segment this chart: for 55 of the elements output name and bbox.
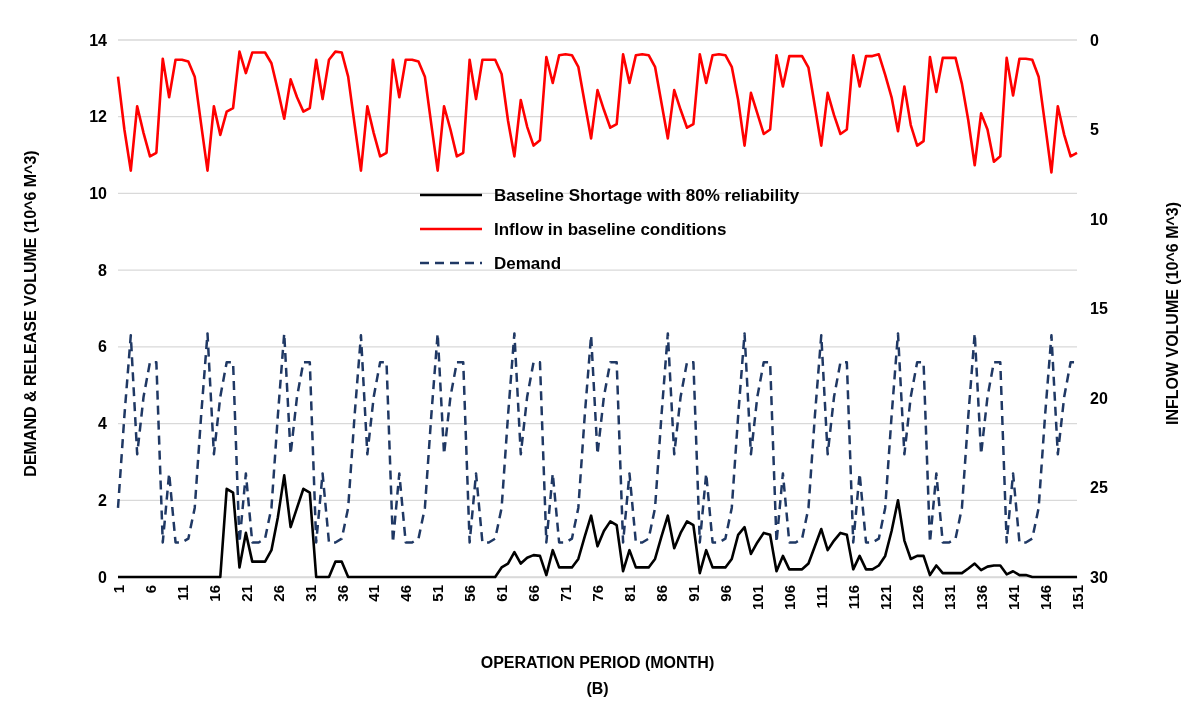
x-tick-label: 71 — [557, 585, 575, 602]
x-tick-label: 56 — [461, 585, 479, 602]
x-tick-label: 146 — [1036, 585, 1054, 611]
x-tick-label: 96 — [717, 585, 735, 602]
line-series — [116, 474, 1079, 579]
x-tick-label: 86 — [653, 585, 671, 602]
y-tick-label: 14 — [89, 31, 108, 49]
x-tick-label: 126 — [908, 585, 926, 611]
x-tick-label: 36 — [333, 585, 351, 602]
x-tick-label: 66 — [525, 585, 543, 602]
x-tick-label: 1 — [109, 585, 127, 594]
x-tick-label: 41 — [365, 585, 383, 602]
x-tick-label: 116 — [844, 585, 862, 610]
text: (B) — [586, 680, 609, 697]
y2-axis-title: INFLOW VOLUME (10^6 M^3) — [1164, 201, 1181, 426]
x-tick-label: 11 — [173, 585, 191, 601]
x-tick-label: 16 — [205, 585, 223, 602]
y2-tick-label: 5 — [1090, 121, 1099, 139]
x-tick-label: 31 — [301, 585, 319, 602]
legend-label: Inflow in baseline conditions — [494, 219, 727, 239]
y-tick-label: 6 — [98, 338, 108, 356]
x-tick-label: 106 — [781, 585, 799, 611]
x-tick-label: 121 — [876, 585, 894, 611]
x-tick-label: 51 — [429, 585, 447, 602]
y2-tick-label: 15 — [1090, 300, 1108, 318]
x-tick-label: 101 — [749, 585, 767, 611]
x-tick-label: 91 — [685, 585, 703, 602]
y2-tick-label: 10 — [1090, 210, 1108, 228]
x-tick-label: 111 — [813, 585, 831, 609]
line-series — [116, 50, 1079, 174]
y-tick-label: 0 — [98, 568, 108, 586]
x-tick-label: 26 — [269, 585, 287, 602]
y-tick-label: 2 — [98, 491, 108, 509]
x-tick-label: 141 — [1004, 585, 1022, 611]
y2-tick-label: 30 — [1090, 568, 1108, 586]
legend-label: Baseline Shortage with 80% reliability — [494, 185, 800, 205]
x-tick-label: 21 — [237, 585, 255, 602]
y2-tick-label: 20 — [1090, 389, 1108, 407]
x-tick-label: 151 — [1068, 585, 1086, 611]
x-tick-label: 81 — [621, 585, 639, 602]
y-tick-label: 12 — [89, 108, 108, 126]
y-tick-label: 4 — [98, 415, 108, 433]
x-tick-label: 131 — [940, 585, 958, 611]
y2-tick-label: 0 — [1090, 31, 1099, 49]
x-tick-label: 76 — [589, 585, 607, 602]
x-tick-label: 136 — [972, 585, 990, 611]
y-tick-label: 10 — [89, 185, 108, 203]
legend-label: Demand — [494, 253, 562, 273]
y-tick-label: 8 — [98, 261, 108, 279]
y-axis-title: DEMAND & RELEASE VOLUME (10^6 M^3) — [22, 150, 39, 477]
x-tick-label: 61 — [493, 585, 511, 602]
x-tick-label: 6 — [141, 585, 159, 594]
y2-tick-label: 25 — [1090, 479, 1108, 497]
x-axis-title: OPERATION PERIOD (MONTH) — [480, 654, 715, 671]
x-tick-label: 46 — [397, 585, 415, 602]
